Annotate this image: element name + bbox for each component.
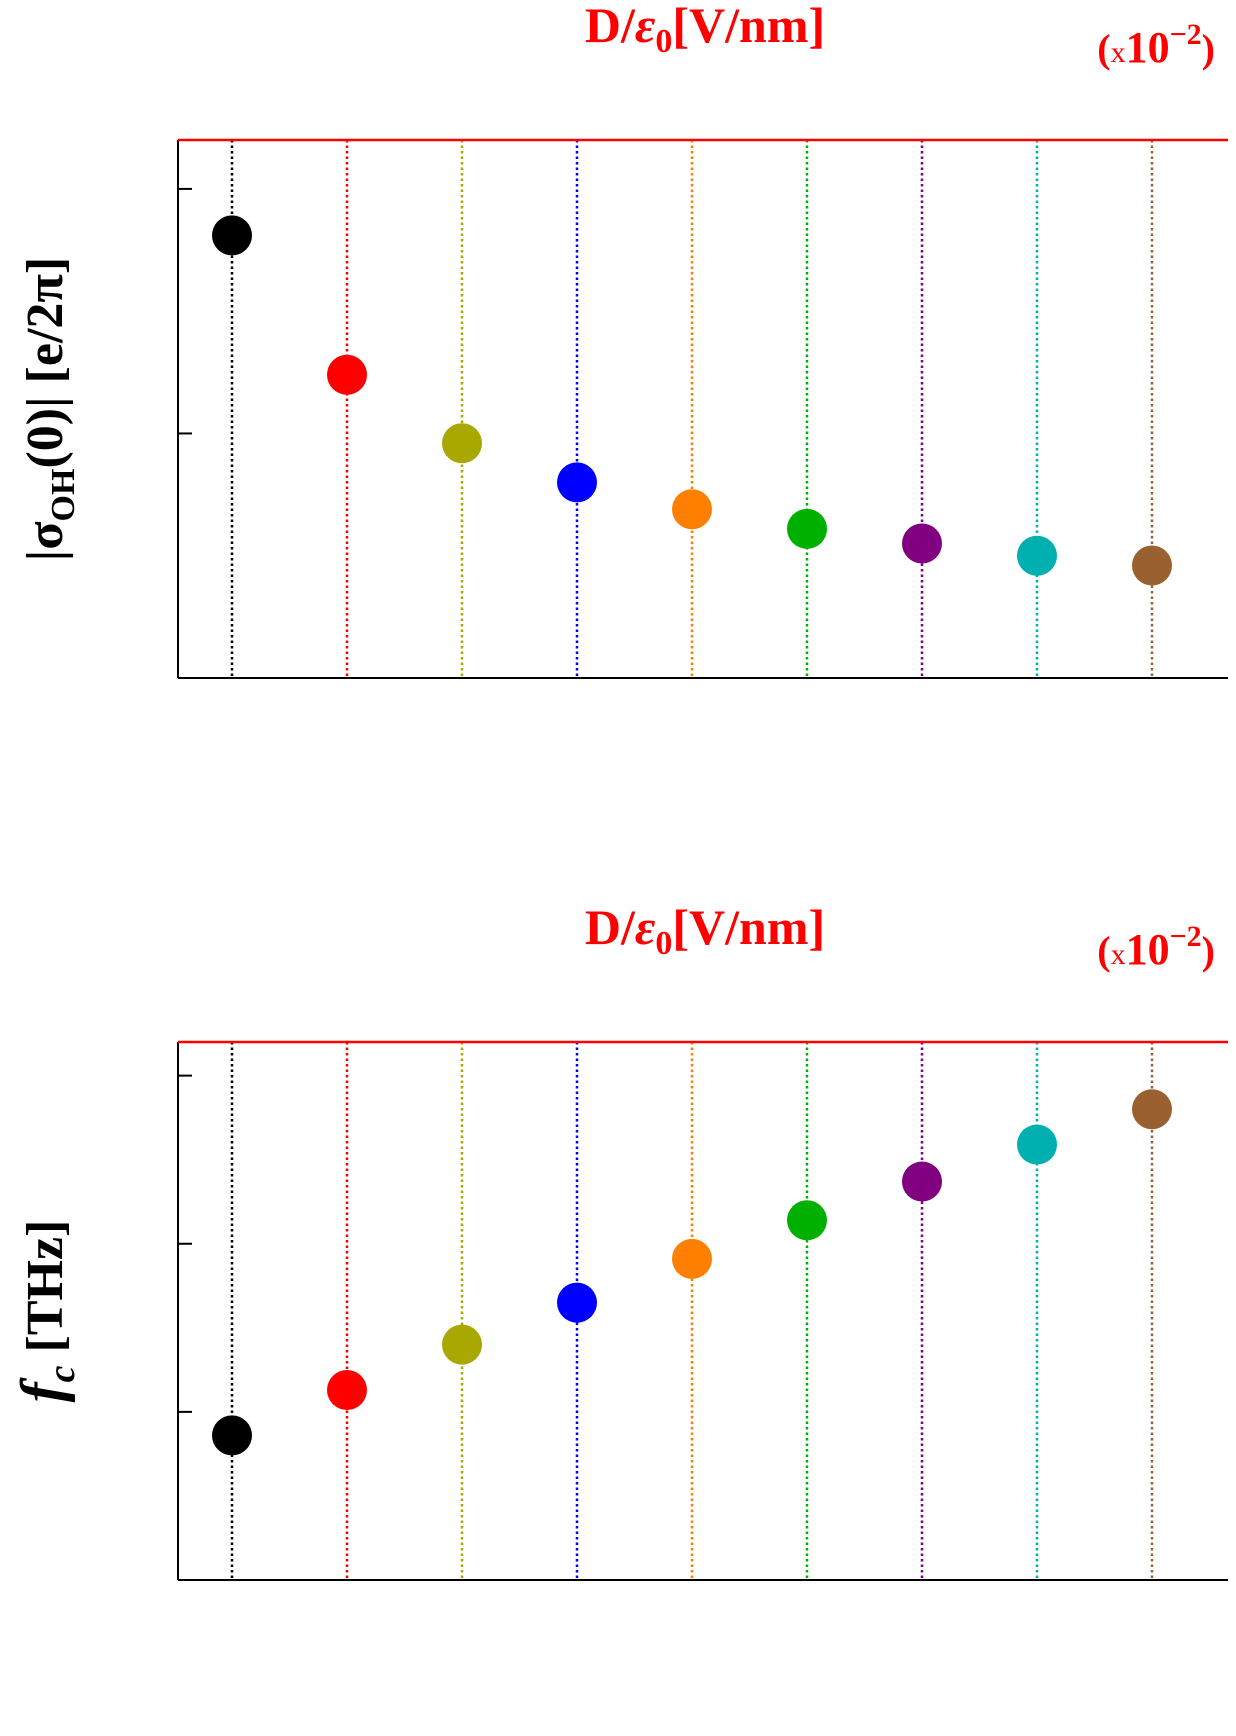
data-point <box>672 1238 712 1279</box>
data-point <box>442 1324 482 1365</box>
data-point <box>1132 545 1172 586</box>
panel-b: D/ε0[V/nm] (x10−2) fc [THz] <box>9 899 1228 1581</box>
top-axis-title: D/ε0[V/nm] <box>585 0 825 60</box>
y-axis-title: fc [THz] <box>9 1220 83 1403</box>
data-point <box>787 508 827 549</box>
data-point <box>1017 535 1057 576</box>
data-point <box>787 1200 827 1241</box>
top-axis-multiplier: (x10−2) <box>1097 920 1215 974</box>
y-axis-title: |σOH(0)| [e/2π] <box>17 257 82 561</box>
data-point <box>557 462 597 503</box>
data-point <box>902 1161 942 1202</box>
panel-a: D/ε0[V/nm] (x10−2) |σOH(0)| [e/2π] <box>17 0 1228 679</box>
top-axis-title: D/ε0[V/nm] <box>585 899 825 962</box>
data-point <box>212 215 252 256</box>
data-point <box>327 354 367 395</box>
data-point <box>672 489 712 530</box>
data-point <box>327 1370 367 1411</box>
top-axis-multiplier: (x10−2) <box>1097 18 1215 72</box>
data-point <box>902 523 942 564</box>
data-point <box>442 423 482 464</box>
data-point <box>1017 1124 1057 1165</box>
data-point <box>557 1282 597 1323</box>
data-point <box>212 1415 252 1456</box>
data-point <box>1132 1089 1172 1130</box>
